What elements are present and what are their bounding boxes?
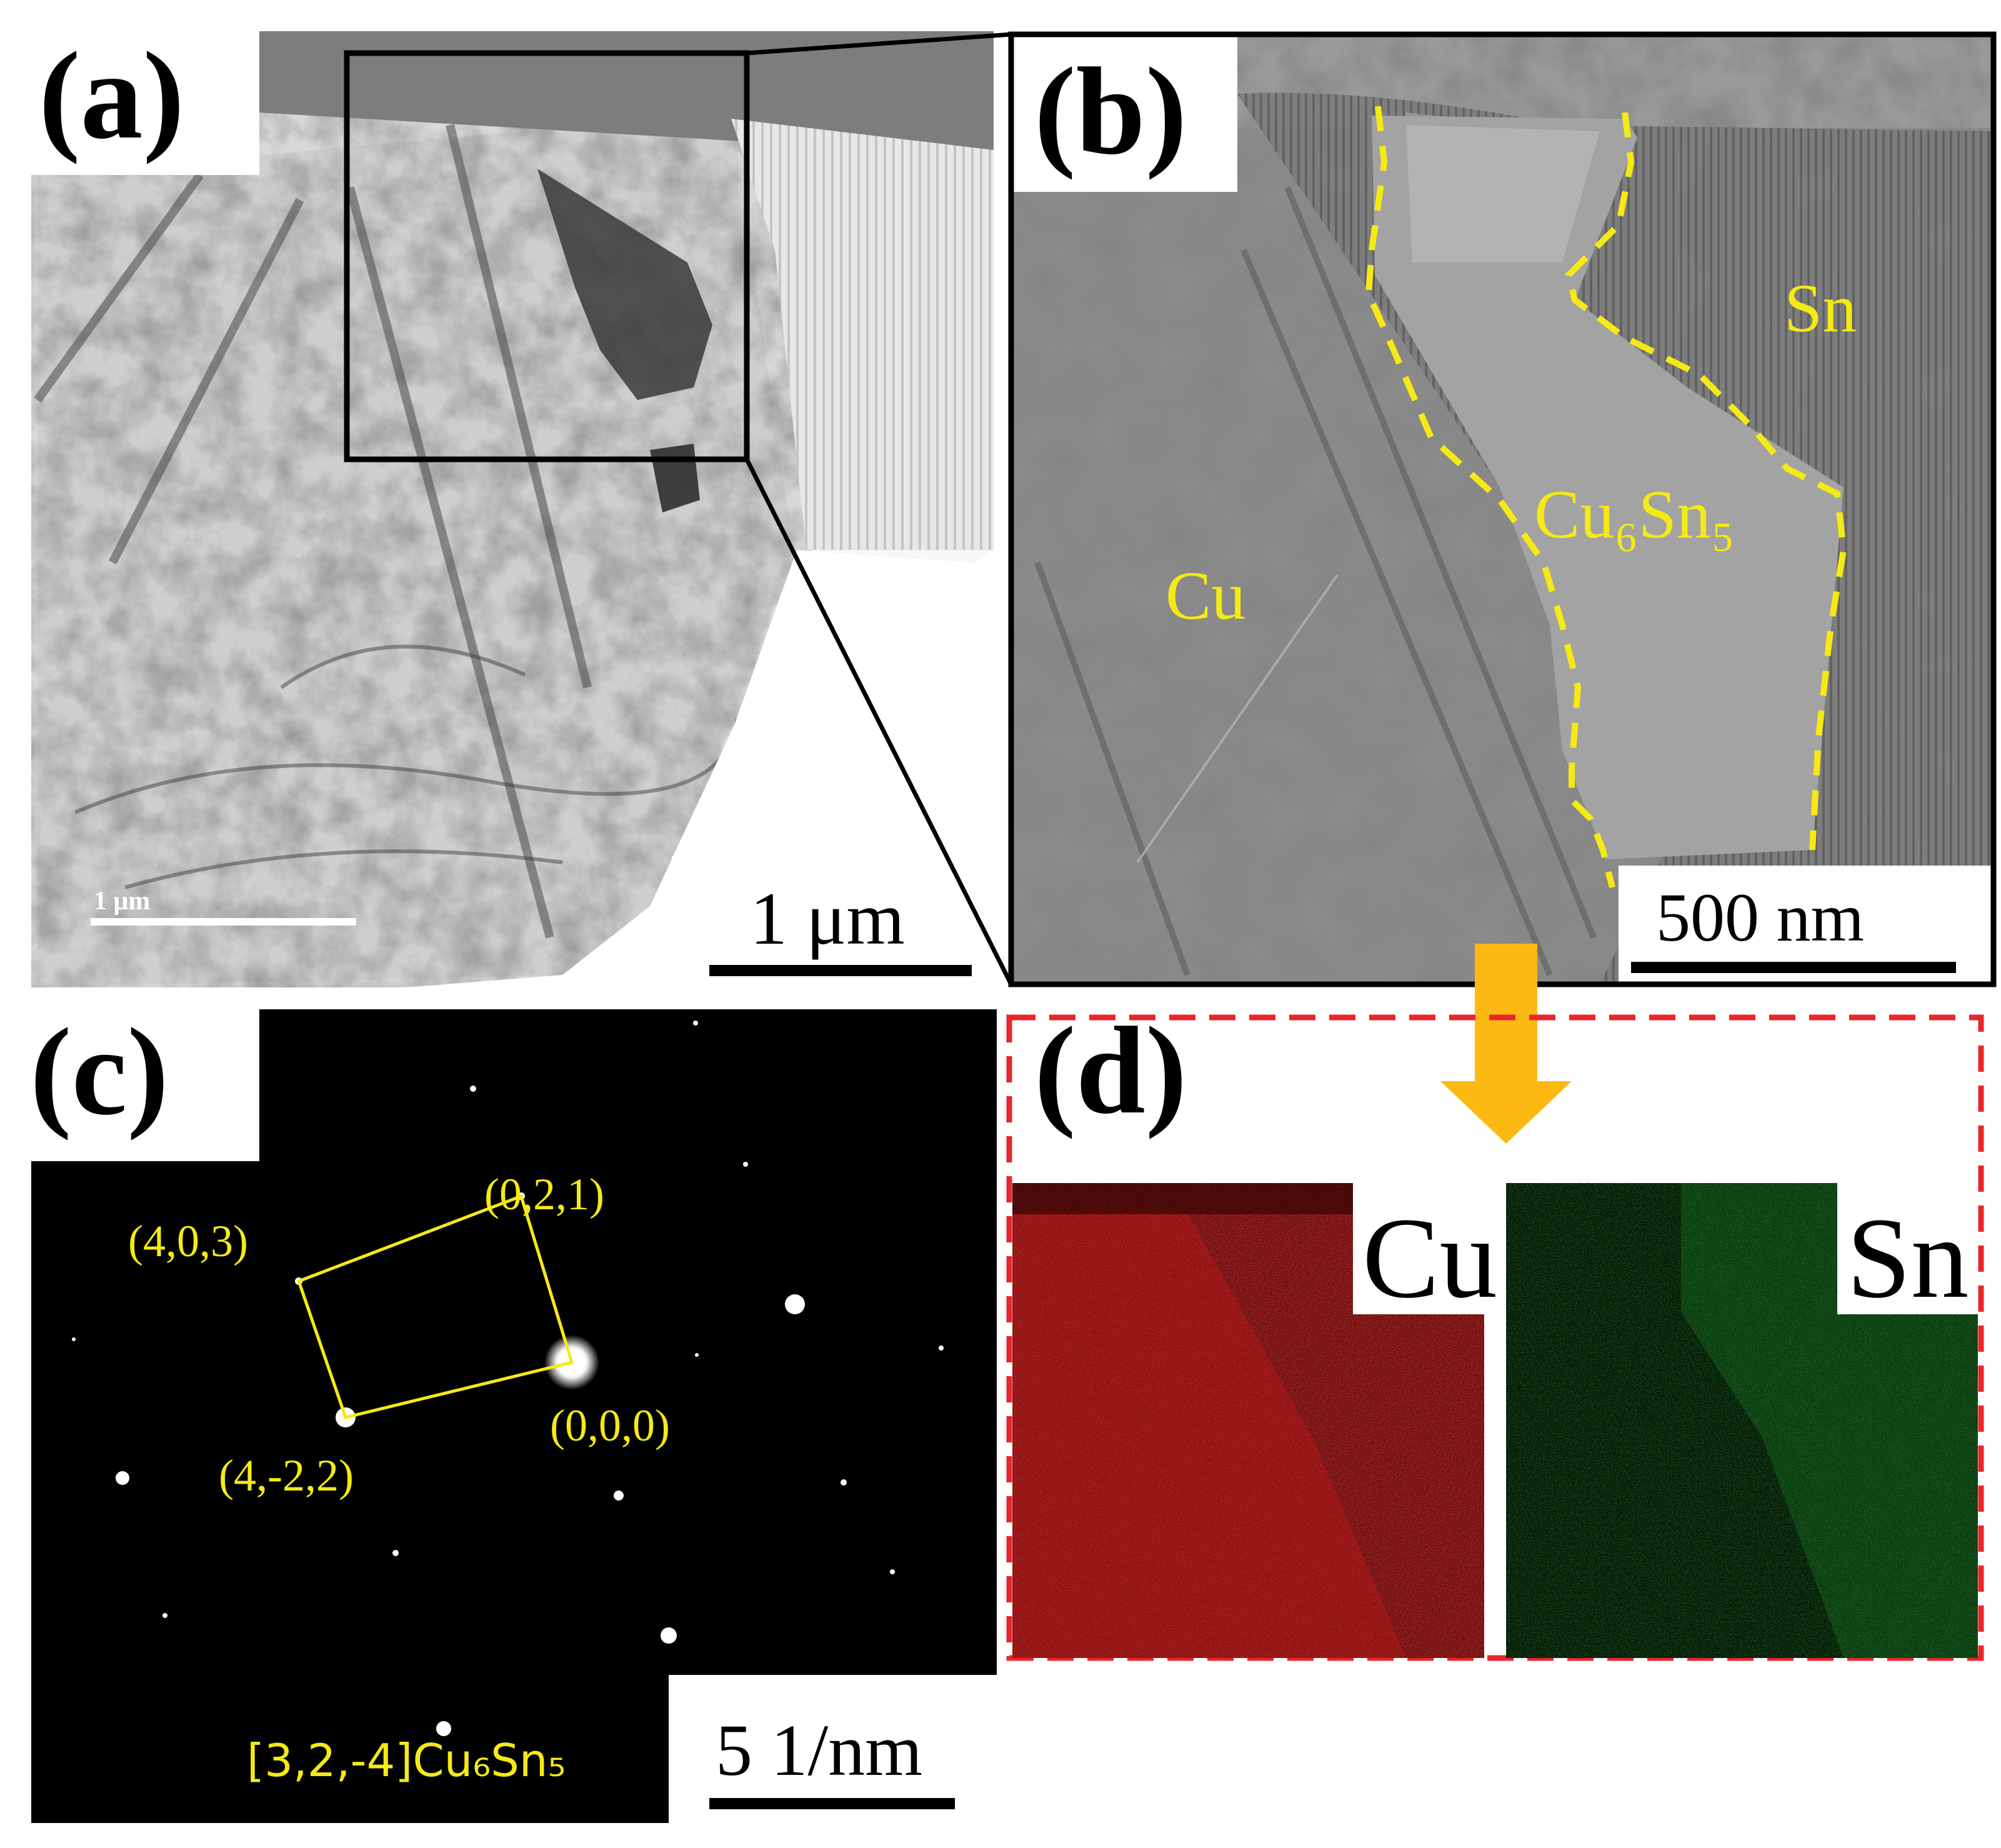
diffraction-spot bbox=[785, 1294, 805, 1314]
region-label-sn: Sn bbox=[1784, 270, 1857, 346]
region-label-cu6sn5: Cu₆Sn₅ bbox=[1534, 476, 1735, 552]
panel-c: (0,2,1) (4,0,3) (0,0,0) (4,-2,2) [3,2,-4… bbox=[25, 1000, 997, 1823]
panel-c-scalebar: 5 1/nm bbox=[709, 1709, 955, 1809]
panel-b-scalebar-text: 500 nm bbox=[1656, 879, 1864, 956]
eds-map-cu: Cu bbox=[1012, 1183, 1497, 1658]
panel-a-label-box: (a) bbox=[25, 25, 259, 175]
panel-c-scalebar-text: 5 1/nm bbox=[716, 1709, 922, 1791]
panel-b-label-box: (b) bbox=[1012, 36, 1237, 192]
panel-b-label: (b) bbox=[1034, 42, 1187, 181]
eds-map-sn-label: Sn bbox=[1847, 1194, 1969, 1322]
diffraction-spot bbox=[470, 1086, 476, 1092]
diffraction-spot bbox=[436, 1721, 451, 1736]
eds-map-cu-label: Cu bbox=[1362, 1194, 1497, 1322]
eds-map-sn: Sn bbox=[1506, 1183, 1978, 1658]
diffraction-spot bbox=[693, 1021, 698, 1026]
cu6sn5-boundary-outline bbox=[1365, 106, 1847, 889]
panel-a: (a) 1 μm 1 μm bbox=[25, 25, 1014, 1000]
panel-a-scalebar-text: 1 μm bbox=[750, 877, 905, 960]
panel-a-inset-scalebar-text: 1 μm bbox=[94, 887, 150, 916]
down-arrow bbox=[1440, 944, 1572, 1144]
zone-axis-label: [3,2,-4]Cu₆Sn₅ bbox=[247, 1734, 566, 1787]
region-label-cu: Cu bbox=[1165, 557, 1245, 634]
zoom-region-box bbox=[344, 50, 750, 462]
panel-d: (d) Cu Sn bbox=[1006, 944, 1984, 1661]
diffraction-spot bbox=[939, 1346, 944, 1351]
panel-d-label: (d) bbox=[1034, 1002, 1187, 1140]
panel-a-inset-scalebar: 1 μm bbox=[91, 887, 356, 926]
panel-a-scalebar: 1 μm bbox=[672, 856, 1003, 1000]
panel-b-micrograph bbox=[1011, 34, 1994, 984]
diffraction-pattern-background bbox=[31, 1009, 997, 1823]
eds-map-frame bbox=[1006, 1014, 1984, 1661]
spot-label-4-22: (4,-2,2) bbox=[219, 1451, 354, 1501]
spot-label-000: (0,0,0) bbox=[550, 1401, 670, 1451]
spot-label-021: (0,2,1) bbox=[484, 1169, 604, 1219]
zoom-connector-lines bbox=[744, 32, 1014, 986]
diffraction-spot bbox=[841, 1479, 847, 1486]
panel-c-label-box: (c) bbox=[25, 1000, 259, 1161]
diffraction-spot bbox=[661, 1627, 677, 1644]
panel-c-label: (c) bbox=[30, 1003, 169, 1141]
panel-b-scalebar: 500 nm bbox=[1619, 866, 1994, 984]
diffraction-spot bbox=[695, 1353, 699, 1357]
spot-label-403: (4,0,3) bbox=[128, 1216, 248, 1266]
panel-a-label: (a) bbox=[39, 27, 184, 165]
diffraction-spot bbox=[162, 1613, 167, 1618]
unit-cell-outline bbox=[296, 1194, 574, 1419]
diffraction-spot bbox=[116, 1471, 129, 1485]
diffraction-spot bbox=[392, 1550, 399, 1556]
diffraction-spot bbox=[743, 1162, 748, 1167]
diffraction-spot bbox=[614, 1491, 624, 1501]
panel-b: Sn Cu₆Sn₅ Cu (b) 500 nm bbox=[1008, 31, 1997, 987]
diffraction-spot bbox=[72, 1337, 76, 1341]
diffraction-spot bbox=[890, 1569, 895, 1574]
